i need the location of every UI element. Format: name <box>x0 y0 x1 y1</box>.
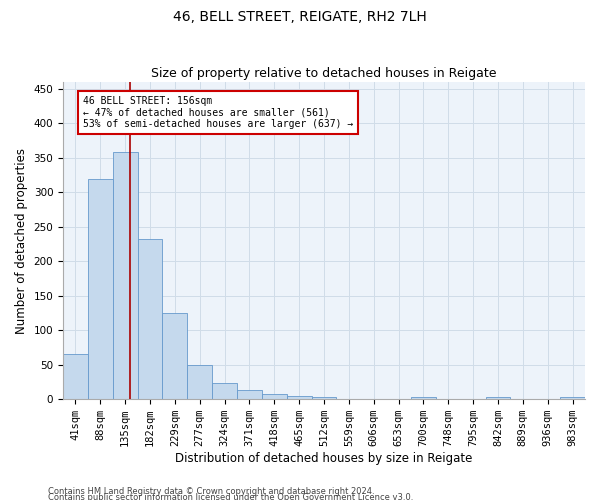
Text: Contains HM Land Registry data © Crown copyright and database right 2024.: Contains HM Land Registry data © Crown c… <box>48 486 374 496</box>
Y-axis label: Number of detached properties: Number of detached properties <box>15 148 28 334</box>
Bar <box>63 354 88 399</box>
X-axis label: Distribution of detached houses by size in Reigate: Distribution of detached houses by size … <box>175 452 473 465</box>
Bar <box>237 390 262 399</box>
Bar <box>187 364 212 399</box>
Bar <box>88 178 113 399</box>
Bar <box>485 397 511 399</box>
Bar <box>287 396 311 399</box>
Bar <box>262 394 287 399</box>
Text: 46 BELL STREET: 156sqm
← 47% of detached houses are smaller (561)
53% of semi-de: 46 BELL STREET: 156sqm ← 47% of detached… <box>83 96 353 129</box>
Bar <box>311 397 337 399</box>
Bar <box>163 313 187 399</box>
Text: Contains public sector information licensed under the Open Government Licence v3: Contains public sector information licen… <box>48 492 413 500</box>
Title: Size of property relative to detached houses in Reigate: Size of property relative to detached ho… <box>151 66 497 80</box>
Bar <box>411 397 436 399</box>
Bar <box>337 398 361 399</box>
Text: 46, BELL STREET, REIGATE, RH2 7LH: 46, BELL STREET, REIGATE, RH2 7LH <box>173 10 427 24</box>
Bar <box>212 384 237 399</box>
Bar <box>113 152 137 399</box>
Bar <box>560 397 585 399</box>
Bar <box>137 238 163 399</box>
